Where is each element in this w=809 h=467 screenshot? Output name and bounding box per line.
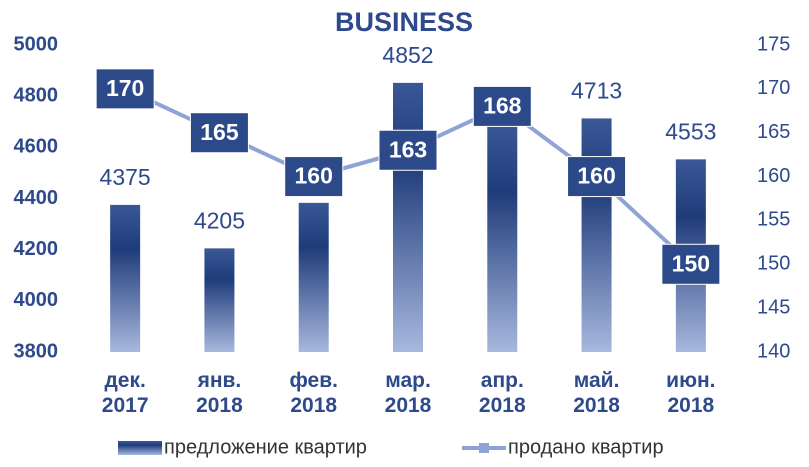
y-tick-label: 4600 (14, 136, 59, 158)
value-label-box (189, 112, 249, 154)
line-value-label: 168 (483, 92, 522, 118)
bar (581, 118, 612, 352)
bar-value-label: 4553 (665, 118, 716, 144)
legend-label: предложение квартир (164, 436, 367, 458)
x-tick-label: июн. 2018 (666, 369, 716, 417)
line-value-label: 150 (672, 250, 710, 276)
value-label-box (661, 243, 721, 285)
bar (110, 204, 141, 352)
bar-value-label: 4375 (100, 164, 151, 190)
y2-tick-label: 170 (757, 77, 790, 99)
y-tick-label: 5000 (14, 33, 59, 55)
bar-value-label: 4852 (382, 42, 433, 68)
chart-title: BUSINESS (335, 7, 473, 37)
value-label-box (567, 156, 627, 198)
bar (393, 82, 423, 352)
y2-tick-label: 155 (757, 209, 790, 231)
bar (487, 124, 518, 352)
line-value-label: 163 (389, 136, 427, 162)
y-tick-label: 4200 (14, 238, 59, 260)
y2-tick-label: 160 (757, 165, 790, 187)
line-value-label: 160 (577, 163, 615, 189)
y-tick-label: 4800 (14, 84, 59, 106)
line-value-label: 160 (295, 163, 333, 189)
x-tick-label: апр. 2018 (478, 369, 526, 417)
legend-swatch (118, 441, 162, 455)
x-tick-label: дек. 2017 (101, 369, 149, 417)
x-tick-label: май. 2018 (573, 369, 620, 417)
y-tick-label: 4000 (14, 289, 59, 311)
y2-tick-label: 165 (757, 121, 790, 143)
value-label-box (472, 85, 532, 127)
y2-tick-label: 145 (757, 296, 790, 318)
x-tick-label: янв. 2018 (196, 369, 243, 417)
legend-label: продано квартир (508, 436, 664, 458)
line-value-label: 170 (106, 75, 144, 101)
y-tick-label: 3800 (14, 340, 59, 362)
legend-swatch-marker (479, 443, 489, 453)
value-label-box (284, 156, 344, 198)
x-tick-label: фев. 2018 (289, 369, 338, 417)
bar (204, 248, 235, 352)
y2-tick-label: 175 (757, 33, 790, 55)
bar-value-label: 4713 (571, 78, 622, 104)
y-tick-label: 4400 (14, 187, 59, 209)
line-value-label: 165 (200, 119, 239, 145)
value-label-box (378, 129, 438, 171)
bar-value-label: 4205 (194, 207, 245, 233)
y2-tick-label: 150 (757, 253, 790, 275)
x-tick-label: мар. 2018 (384, 369, 432, 417)
y2-tick-label: 140 (757, 340, 790, 362)
value-label-box (95, 68, 155, 110)
bar (298, 202, 329, 352)
